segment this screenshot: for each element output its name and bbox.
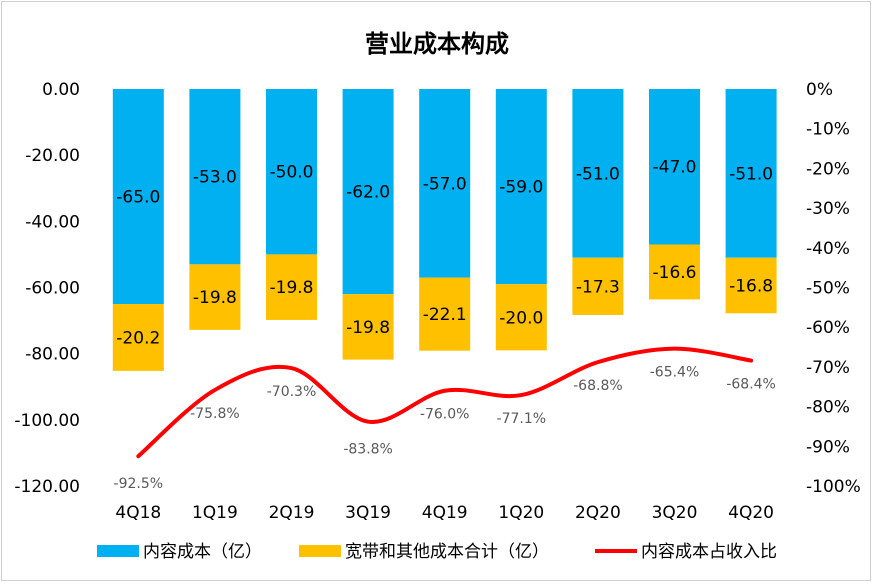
legend-label-other-cost: 宽带和其他成本合计（亿） [345,542,549,562]
bar-other-cost [112,304,164,371]
bar-label-other-cost: -16.6 [653,263,697,283]
legend: 内容成本（亿） 宽带和其他成本合计（亿） 内容成本占收入比 [97,542,777,562]
ratio-data-label: -68.4% [726,377,776,393]
legend-swatch-content-cost [97,545,139,557]
x-category-label: 3Q19 [345,503,391,523]
y-left-tick-label: -100.00 [14,411,80,431]
y-right-tick-label: -60% [806,318,850,338]
bar-label-other-cost: -16.8 [729,277,773,297]
line-layer: -92.5% -75.8% -70.3% -83.8% -76.0% -77.1% -68.… [114,346,776,492]
x-category-label: 1Q19 [192,503,238,523]
y-left-tick-label: 0.00 [42,80,80,100]
y-right-tick-label: -20% [806,159,850,179]
bar-label-other-cost: -19.8 [346,318,390,338]
bar-label-content-cost: -50.0 [270,163,314,183]
y-right-tick-label: -50% [806,279,850,299]
ratio-data-label: -65.4% [650,365,700,381]
bars-layer: -65.0 -20.2 -53.0 -19.8 -50.0 -19.8 -62.0 -19.8… [112,89,777,371]
bar-label-other-cost: -22.1 [423,305,467,325]
y-right-tick-label: -30% [806,199,850,219]
bar-content-cost [266,89,317,255]
y-left-tick-label: -20.00 [25,146,80,166]
ratio-data-label: -92.5% [114,476,164,492]
bar-label-other-cost: -19.8 [270,278,314,298]
y-right-tick-label: -10% [806,120,850,140]
bar-label-content-cost: -65.0 [116,188,160,208]
y-right-tick-label: -70% [806,358,850,378]
x-category-label: 1Q20 [498,503,544,523]
bar-label-content-cost: -57.0 [423,174,467,194]
bar-label-content-cost: -51.0 [576,164,620,184]
legend-label-content-cost: 内容成本（亿） [143,542,262,562]
x-category-label: 3Q20 [652,503,698,523]
legend-label-ratio: 内容成本占收入比 [641,542,777,562]
bar-other-cost [649,244,700,300]
bar-label-content-cost: -51.0 [729,164,773,184]
ratio-data-label: -76.0% [420,407,470,423]
y-left-tick-label: -120.00 [14,477,80,497]
y-right-tick-label: -40% [806,239,850,259]
bar-other-cost [495,284,547,351]
y-left-tick-label: -40.00 [25,212,80,232]
bar-content-cost [572,89,624,258]
bar-content-cost [495,89,547,285]
ratio-data-label: -68.8% [573,378,623,394]
ratio-data-label: -77.1% [497,411,547,427]
x-category-label: 2Q19 [269,503,315,523]
ratio-data-label: -70.3% [267,384,317,400]
bar-label-content-cost: -47.0 [653,158,697,178]
bar-content-cost [649,89,700,245]
bar-label-other-cost: -20.0 [499,308,543,328]
bar-label-other-cost: -17.3 [576,277,620,297]
y-left-tick-label: -80.00 [25,345,80,365]
bar-other-cost [266,254,317,320]
x-category-label: 4Q20 [728,503,774,523]
ratio-data-label: -83.8% [343,442,393,458]
axes-layer: 0.00 -20.00 -40.00 -60.00 -80.00 -100.00 -120.… [14,80,860,523]
y-right-tick-label: -80% [806,398,850,418]
y-right-tick-label: 0% [806,80,833,100]
bar-other-cost [572,257,624,315]
ratio-line [136,346,754,459]
bar-content-cost [112,89,164,305]
bar-label-other-cost: -19.8 [193,288,237,308]
y-right-tick-label: -100% [806,477,861,497]
bar-content-cost [725,89,777,258]
bar-label-content-cost: -62.0 [346,183,390,203]
bar-label-content-cost: -53.0 [193,168,237,188]
bar-label-other-cost: -20.2 [116,328,160,348]
bar-content-cost [419,89,471,278]
bar-content-cost [189,89,241,265]
bar-other-cost [725,257,777,314]
bar-label-content-cost: -59.0 [499,178,543,198]
bar-other-cost [342,294,394,360]
y-left-tick-label: -60.00 [25,279,80,299]
bar-content-cost [342,89,394,295]
bar-other-cost [419,277,471,351]
y-right-tick-label: -90% [806,437,850,457]
bar-other-cost [189,264,241,330]
x-category-label: 4Q19 [422,503,468,523]
chart-title: 营业成本构成 [365,30,509,58]
ratio-data-label: -75.8% [190,406,240,422]
legend-swatch-other-cost [299,545,341,557]
x-category-label: 2Q20 [575,503,621,523]
x-category-label: 4Q18 [115,503,161,523]
